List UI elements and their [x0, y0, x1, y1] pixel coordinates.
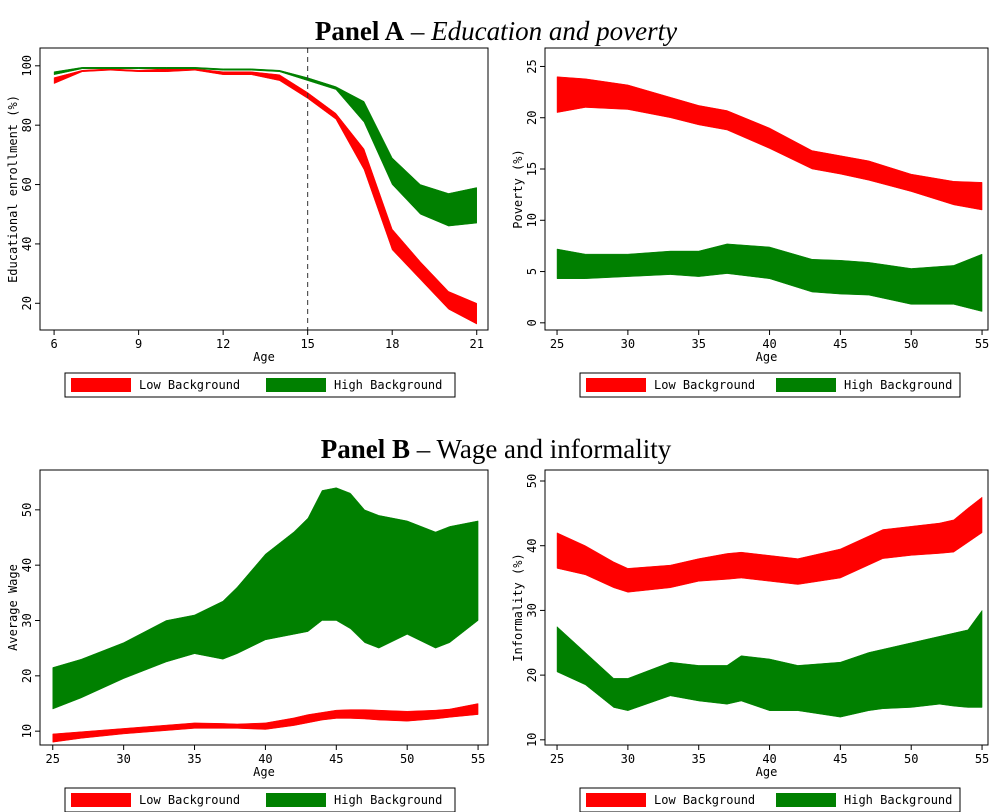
band	[556, 243, 983, 312]
y-tick-label: 40	[20, 558, 34, 572]
y-axis-title: Average Wage	[6, 564, 20, 651]
panel-label: Panel B	[321, 434, 410, 464]
y-axis-title: Educational enrollment (%)	[6, 95, 20, 283]
legend-swatch	[266, 378, 326, 392]
legend-label: Low Background	[139, 378, 240, 392]
x-tick-label: 55	[471, 752, 485, 766]
legend-swatch	[71, 378, 131, 392]
legend-swatch	[586, 378, 646, 392]
x-tick-label: 30	[116, 752, 130, 766]
x-tick-label: 35	[691, 752, 705, 766]
band	[556, 609, 983, 718]
legend-swatch	[71, 793, 131, 807]
y-axis-title: Poverty (%)	[511, 149, 525, 228]
x-tick-label: 18	[385, 337, 399, 351]
band	[52, 487, 479, 710]
y-tick-label: 20	[20, 669, 34, 683]
panel-title: Panel A – Education and poverty	[315, 16, 677, 46]
x-tick-label: 50	[904, 752, 918, 766]
x-axis-title: Age	[756, 765, 778, 779]
x-tick-label: 15	[300, 337, 314, 351]
panel-separator: –	[416, 434, 431, 464]
legend-swatch	[586, 793, 646, 807]
x-tick-label: 40	[762, 752, 776, 766]
x-tick-label: 55	[975, 752, 989, 766]
x-tick-label: 30	[621, 337, 635, 351]
legend-label: High Background	[844, 793, 952, 807]
plot-frame	[544, 47, 989, 331]
y-tick-label: 25	[525, 59, 539, 73]
legend-label: High Background	[334, 793, 442, 807]
x-tick-label: 40	[258, 752, 272, 766]
y-tick-label: 50	[525, 474, 539, 488]
panel-subtitle: Education and poverty	[430, 16, 677, 46]
x-tick-label: 45	[833, 752, 847, 766]
y-tick-label: 20	[525, 668, 539, 682]
legend-label: Low Background	[139, 793, 240, 807]
y-axis-title: Informality (%)	[511, 553, 525, 661]
legend-label: High Background	[844, 378, 952, 392]
legend-label: Low Background	[654, 378, 755, 392]
y-tick-label: 40	[525, 538, 539, 552]
x-tick-label: 25	[550, 337, 564, 351]
x-tick-label: 50	[400, 752, 414, 766]
x-tick-label: 6	[50, 337, 57, 351]
y-tick-label: 15	[525, 162, 539, 176]
y-tick-label: 10	[525, 213, 539, 227]
x-tick-label: 45	[833, 337, 847, 351]
x-tick-label: 21	[470, 337, 484, 351]
x-tick-label: 30	[621, 752, 635, 766]
y-tick-label: 60	[20, 177, 34, 191]
y-tick-label: 40	[20, 237, 34, 251]
panel-separator: –	[410, 16, 425, 46]
band	[556, 76, 983, 211]
x-tick-label: 35	[187, 752, 201, 766]
panel-title: Panel B – Wage and informality	[321, 434, 672, 464]
x-tick-label: 50	[904, 337, 918, 351]
x-tick-label: 40	[762, 337, 776, 351]
plot-frame	[544, 469, 989, 746]
legend-swatch	[776, 793, 836, 807]
x-tick-label: 55	[975, 337, 989, 351]
y-tick-label: 10	[20, 724, 34, 738]
y-tick-label: 30	[20, 613, 34, 627]
band	[53, 67, 477, 227]
legend-label: High Background	[334, 378, 442, 392]
plot-frame	[39, 469, 489, 746]
y-tick-label: 100	[20, 55, 34, 77]
x-tick-label: 45	[329, 752, 343, 766]
x-axis-title: Age	[253, 350, 275, 364]
legend-swatch	[776, 378, 836, 392]
x-axis-title: Age	[253, 765, 275, 779]
y-tick-label: 20	[525, 111, 539, 125]
y-tick-label: 0	[525, 319, 539, 326]
x-tick-label: 25	[46, 752, 60, 766]
band	[53, 68, 477, 325]
panel-label: Panel A	[315, 16, 405, 46]
band	[52, 703, 479, 743]
y-tick-label: 30	[525, 603, 539, 617]
y-tick-label: 80	[20, 118, 34, 132]
legend-label: Low Background	[654, 793, 755, 807]
y-tick-label: 5	[525, 268, 539, 275]
x-tick-label: 9	[135, 337, 142, 351]
x-tick-label: 35	[691, 337, 705, 351]
panel-subtitle: Wage and informality	[437, 434, 672, 464]
y-tick-label: 50	[20, 503, 34, 517]
y-tick-label: 10	[525, 733, 539, 747]
x-tick-label: 12	[216, 337, 230, 351]
band	[556, 496, 983, 593]
x-axis-title: Age	[756, 350, 778, 364]
x-tick-label: 25	[550, 752, 564, 766]
plot-frame	[39, 47, 489, 331]
y-tick-label: 20	[20, 296, 34, 310]
legend-swatch	[266, 793, 326, 807]
